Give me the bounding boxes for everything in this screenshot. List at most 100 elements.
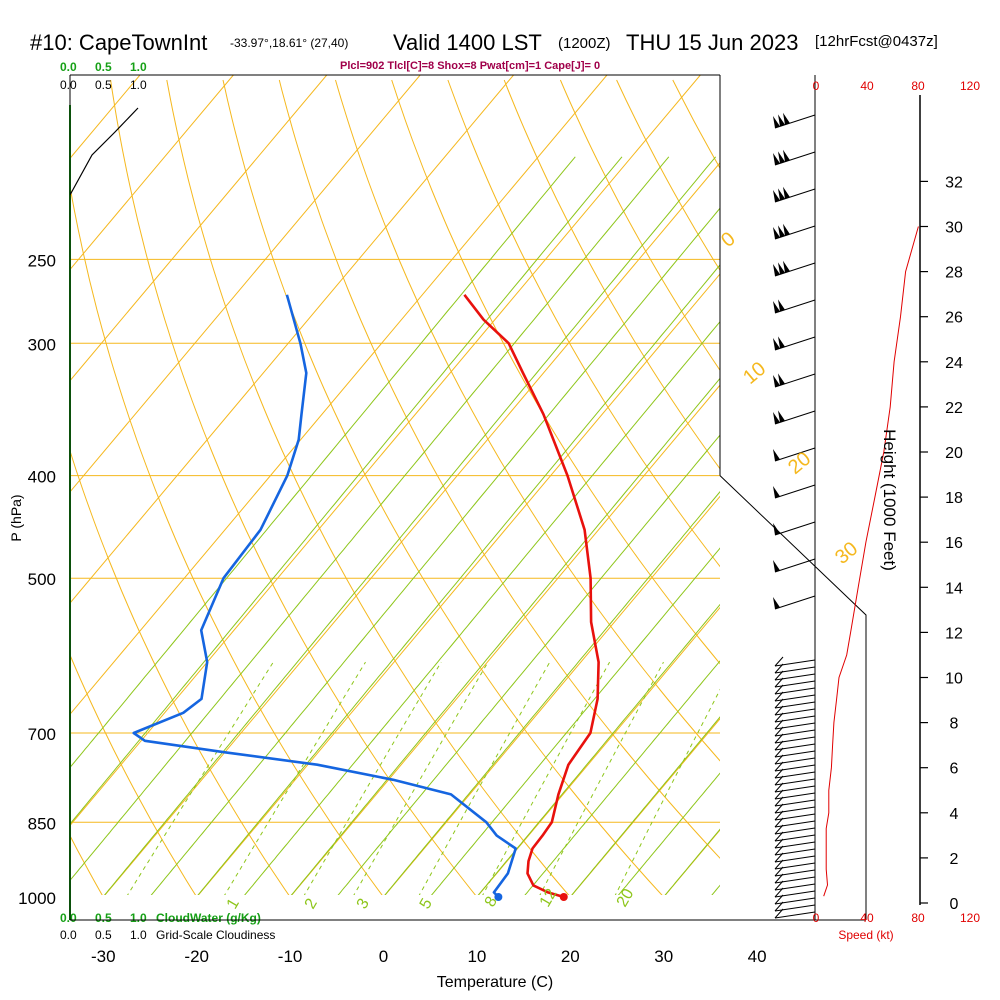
- cloudiness-label: Grid-Scale Cloudiness: [156, 928, 275, 942]
- wind-barb-flag: [774, 817, 784, 828]
- wind-barb-flag: [774, 670, 784, 681]
- wind-barb: [774, 785, 816, 793]
- wind-barb-flag: [774, 866, 784, 877]
- wind-barb: [774, 708, 816, 716]
- wind-barb: [773, 186, 816, 203]
- wind-barb: [773, 260, 816, 277]
- moist-adiabat: [337, 434, 720, 895]
- speed-tick-top: 40: [860, 79, 874, 93]
- cloudwater-scale-top: 0.0: [60, 60, 77, 74]
- valid-time: Valid 1400 LST: [393, 30, 542, 55]
- wind-barb: [774, 890, 816, 898]
- moist-adiabat: [431, 547, 720, 895]
- height-axis-title: Height (1000 Feet): [880, 429, 899, 571]
- wind-barb: [774, 659, 816, 667]
- wind-barb-flag: [774, 887, 784, 898]
- isotherm-line: [104, 162, 720, 895]
- pressure-axis-title: P (hPa): [8, 494, 24, 541]
- isotherm-line: [197, 273, 720, 895]
- height-tick-label: 8: [950, 716, 959, 733]
- wind-barb: [773, 373, 816, 388]
- moist-adiabat: [70, 156, 576, 769]
- mixing-ratio-line: [539, 661, 664, 895]
- wind-barb: [774, 834, 816, 842]
- cloudiness-scale-top: 0.0: [60, 78, 77, 92]
- dry-adiabat: [70, 653, 197, 895]
- cloud-axes: 0.0 0.0 0.5 0.5 1.0 1.0 0.0 0.0 0.5 0.5 1.0 1.0 Clou…: [60, 60, 275, 942]
- isotherm-line: [571, 718, 720, 895]
- wind-barb-flag: [774, 880, 784, 891]
- mixing-ratio-label: 5: [417, 896, 436, 912]
- station-title: #10: CapeTownInt: [30, 30, 208, 55]
- wind-barb-flag: [774, 677, 784, 688]
- cloudiness-scale-top: 1.0: [130, 78, 147, 92]
- mixing-ratio-line: [127, 661, 274, 895]
- wind-barb-flag: [774, 698, 784, 709]
- surface-dewpoint-dot: [494, 893, 503, 901]
- moist-adiabat: [70, 156, 623, 825]
- moist-adiabat: [384, 490, 720, 895]
- wind-barb: [774, 764, 816, 772]
- wind-barb-flag: [774, 894, 784, 905]
- height-tick-label: 16: [945, 535, 963, 552]
- dry-adiabat: [391, 79, 720, 665]
- moist-adiabat: [617, 772, 720, 895]
- height-tick-label: 28: [945, 265, 963, 282]
- moist-adiabat: [150, 207, 720, 895]
- height-tick-label: 20: [945, 445, 963, 462]
- wind-barb: [774, 883, 816, 891]
- wind-barb: [774, 862, 816, 870]
- wind-barb: [773, 149, 816, 166]
- wind-barb-flag: [774, 775, 784, 786]
- mixing-ratio-label: 12: [537, 886, 561, 910]
- height-tick-label: 26: [945, 310, 963, 327]
- dry-adiabat: [503, 79, 720, 470]
- isotherm-line: [70, 75, 328, 382]
- wind-barb: [774, 750, 816, 758]
- wind-barb: [773, 447, 816, 462]
- pressure-tick-label: 1000: [18, 889, 56, 908]
- wind-barb: [774, 757, 816, 765]
- speed-tick-bottom: 120: [960, 911, 980, 925]
- temperature-tick-label: 10: [467, 947, 486, 966]
- wind-barb: [773, 595, 816, 610]
- wind-barb: [774, 736, 816, 744]
- isotherm-line: [70, 75, 701, 827]
- moist-adiabat: [571, 716, 720, 895]
- axes-labels: 1 2 3 5 8 12 2001020302503004005007008501000P …: [8, 228, 862, 991]
- mixing-ratio-line: [303, 661, 442, 895]
- wind-barb: [774, 911, 816, 919]
- wind-barb: [774, 743, 816, 751]
- cloudwater-scale-bottom: 0.5: [95, 911, 112, 925]
- cloudiness-scale-top: 0.5: [95, 78, 112, 92]
- moist-adiabat-label: 20: [784, 448, 815, 479]
- wind-barb: [774, 792, 816, 800]
- dry-adiabat: [70, 449, 290, 895]
- wind-barb-flag: [774, 824, 784, 835]
- wind-barb: [773, 521, 816, 536]
- isotherm-line: [831, 75, 1000, 920]
- wind-barb: [774, 729, 816, 737]
- temperature-tick-label: 20: [561, 947, 580, 966]
- cloudiness-profile: [69, 107, 139, 196]
- pressure-tick-label: 700: [28, 725, 56, 744]
- wind-barb: [773, 558, 816, 573]
- wind-barb-flag: [774, 852, 784, 863]
- pressure-tick-label: 250: [28, 251, 56, 270]
- wind-barb-flag: [774, 789, 784, 800]
- wind-barb-flag: [774, 754, 784, 765]
- dewpoint-line: [132, 294, 517, 898]
- utc-time: (1200Z): [558, 35, 611, 52]
- plot-frame: [69, 74, 867, 921]
- pressure-tick-label: 500: [28, 570, 56, 589]
- moist-adiabat: [664, 828, 720, 895]
- speed-tick-top: 0: [813, 79, 820, 93]
- wind-barb: [774, 778, 816, 786]
- wind-barb: [774, 694, 816, 702]
- wind-barb: [774, 715, 816, 723]
- temperature-line: [463, 294, 600, 899]
- wind-barb: [774, 722, 816, 730]
- moist-adiabat: [197, 264, 720, 895]
- speed-axis-label: Speed (kt): [838, 928, 893, 942]
